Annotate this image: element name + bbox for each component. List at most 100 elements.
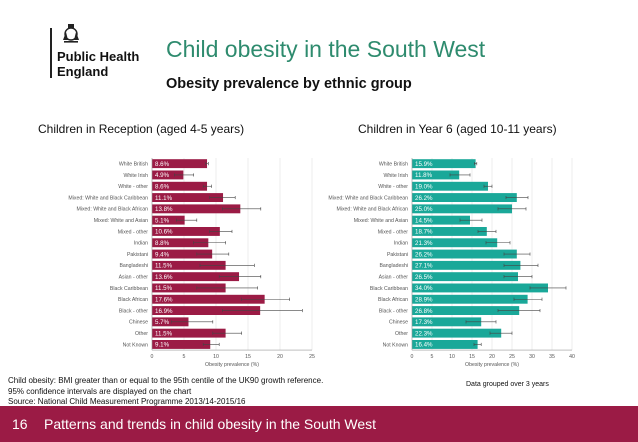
reception-category-label: Asian - other bbox=[119, 274, 149, 280]
year6-category-label: White Irish bbox=[383, 173, 408, 179]
reception-value-label: 11.5% bbox=[155, 263, 173, 270]
year6-value-label: 26.8% bbox=[415, 308, 433, 315]
reception-value-label: 11.5% bbox=[155, 330, 173, 337]
year6-value-label: 15.9% bbox=[415, 161, 433, 168]
year6-category-label: Mixed - other bbox=[378, 229, 409, 235]
page-title: Child obesity in the South West bbox=[166, 36, 486, 62]
year6-value-label: 25.0% bbox=[415, 206, 433, 213]
reception-bar bbox=[152, 340, 211, 349]
year6-value-label: 11.8% bbox=[415, 172, 433, 179]
year6-bar bbox=[412, 272, 518, 282]
year6-value-label: 26.5% bbox=[415, 274, 433, 281]
year6-category-label: White British bbox=[379, 161, 408, 167]
year6-value-label: 21.3% bbox=[415, 240, 433, 247]
year6-chart: 15.9% White British 11.8% White Irish 19.0% W… bbox=[328, 158, 575, 368]
reception-value-label: 8.8% bbox=[155, 240, 170, 247]
year6-bar bbox=[412, 215, 470, 225]
year6-bar bbox=[412, 181, 488, 191]
reception-tick-label: 15 bbox=[245, 354, 251, 360]
reception-bar bbox=[152, 215, 185, 225]
year6-value-label: 27.1% bbox=[415, 263, 433, 270]
reception-bar bbox=[152, 260, 226, 270]
reception-bar bbox=[152, 272, 240, 282]
year6-category-label: Pakistani bbox=[387, 252, 408, 258]
year6-tick-label: 40 bbox=[569, 354, 575, 360]
reception-category-label: Black Caribbean bbox=[110, 286, 148, 292]
reception-tick-label: 25 bbox=[309, 354, 315, 360]
year6-bar bbox=[412, 227, 487, 236]
footnote-line: 95% confidence intervals are displayed o… bbox=[8, 386, 192, 396]
footnote-line: Source: National Child Measurement Progr… bbox=[8, 397, 246, 406]
reception-value-label: 4.9% bbox=[155, 172, 170, 179]
year6-bar bbox=[412, 306, 520, 315]
reception-value-label: 11.1% bbox=[155, 195, 173, 202]
reception-category-label: Pakistani bbox=[127, 252, 148, 258]
reception-category-label: Mixed: White and Black African bbox=[76, 207, 148, 213]
year6-category-label: Other bbox=[395, 331, 408, 337]
reception-chart-title: Children in Reception (aged 4-5 years) bbox=[38, 122, 245, 136]
year6-x-axis-label: Obesity prevalence (%) bbox=[465, 362, 519, 368]
reception-value-label: 10.6% bbox=[155, 229, 173, 236]
year6-category-label: Bangladeshi bbox=[379, 263, 408, 269]
year6-value-label: 17.3% bbox=[415, 319, 433, 326]
year6-category-label: Asian - other bbox=[379, 274, 409, 280]
year6-category-label: Not Known bbox=[383, 342, 408, 348]
reception-value-label: 5.1% bbox=[155, 217, 170, 224]
year6-bar bbox=[412, 238, 498, 248]
year6-chart-title: Children in Year 6 (aged 10-11 years) bbox=[358, 122, 557, 136]
reception-value-label: 9.4% bbox=[155, 251, 170, 258]
reception-bar bbox=[152, 317, 189, 327]
year6-bar bbox=[412, 159, 476, 169]
reception-category-label: White - other bbox=[118, 184, 148, 190]
year6-value-label: 28.9% bbox=[415, 296, 433, 303]
reception-tick-label: 5 bbox=[183, 354, 186, 360]
organisation-name: Public Health England bbox=[57, 49, 157, 79]
reception-value-label: 11.5% bbox=[155, 285, 173, 292]
year6-category-label: White - other bbox=[378, 184, 408, 190]
reception-value-label: 8.6% bbox=[155, 161, 170, 168]
year6-tick-label: 35 bbox=[549, 354, 555, 360]
reception-category-label: Indian bbox=[134, 241, 148, 247]
footer-bar: 16 Patterns and trends in child obesity … bbox=[0, 406, 638, 442]
year6-category-label: Mixed: White and Black Caribbean bbox=[328, 195, 408, 201]
year6-category-label: Black African bbox=[378, 297, 408, 303]
year6-bar bbox=[412, 249, 517, 259]
reception-bar bbox=[152, 306, 261, 315]
page-number: 16 bbox=[12, 416, 28, 432]
reception-category-label: White British bbox=[119, 161, 148, 167]
year6-bar bbox=[412, 340, 478, 349]
year6-category-label: Black Caribbean bbox=[370, 286, 408, 292]
footnote: Child obesity: BMI greater than or equal… bbox=[8, 376, 428, 408]
year6-bar bbox=[412, 170, 460, 180]
reception-value-label: 17.6% bbox=[155, 296, 173, 303]
reception-tick-label: 20 bbox=[277, 354, 283, 360]
reception-category-label: Other bbox=[135, 331, 148, 337]
year6-tick-label: 15 bbox=[469, 354, 475, 360]
footer-text: Patterns and trends in child obesity in … bbox=[44, 416, 377, 432]
reception-value-label: 13.6% bbox=[155, 274, 173, 281]
reception-value-label: 9.1% bbox=[155, 342, 170, 349]
year6-tick-label: 20 bbox=[489, 354, 495, 360]
reception-bar bbox=[152, 283, 226, 293]
reception-x-axis-label: Obesity prevalence (%) bbox=[205, 362, 259, 368]
reception-category-label: Black African bbox=[118, 297, 148, 303]
year6-value-label: 26.2% bbox=[415, 251, 433, 258]
year6-value-label: 14.5% bbox=[415, 217, 433, 224]
reception-bar bbox=[152, 294, 265, 304]
year6-category-label: Mixed: White and Black African bbox=[336, 207, 408, 213]
year6-bar bbox=[412, 283, 548, 293]
year6-category-label: Black - other bbox=[379, 308, 408, 314]
reception-bar bbox=[152, 204, 241, 214]
reception-bar bbox=[152, 193, 224, 202]
org-line2: England bbox=[57, 64, 109, 79]
reception-value-label: 16.9% bbox=[155, 308, 173, 315]
year6-bar bbox=[412, 193, 517, 202]
page-subtitle: Obesity prevalence by ethnic group bbox=[166, 76, 412, 92]
data-grouping-note: Data grouped over 3 years bbox=[466, 381, 549, 388]
reception-value-label: 5.7% bbox=[155, 319, 170, 326]
reception-value-label: 13.8% bbox=[155, 206, 173, 213]
year6-tick-label: 10 bbox=[449, 354, 455, 360]
reception-category-label: Mixed: White and Asian bbox=[94, 218, 148, 224]
reception-tick-label: 0 bbox=[151, 354, 154, 360]
reception-bar bbox=[152, 227, 220, 236]
